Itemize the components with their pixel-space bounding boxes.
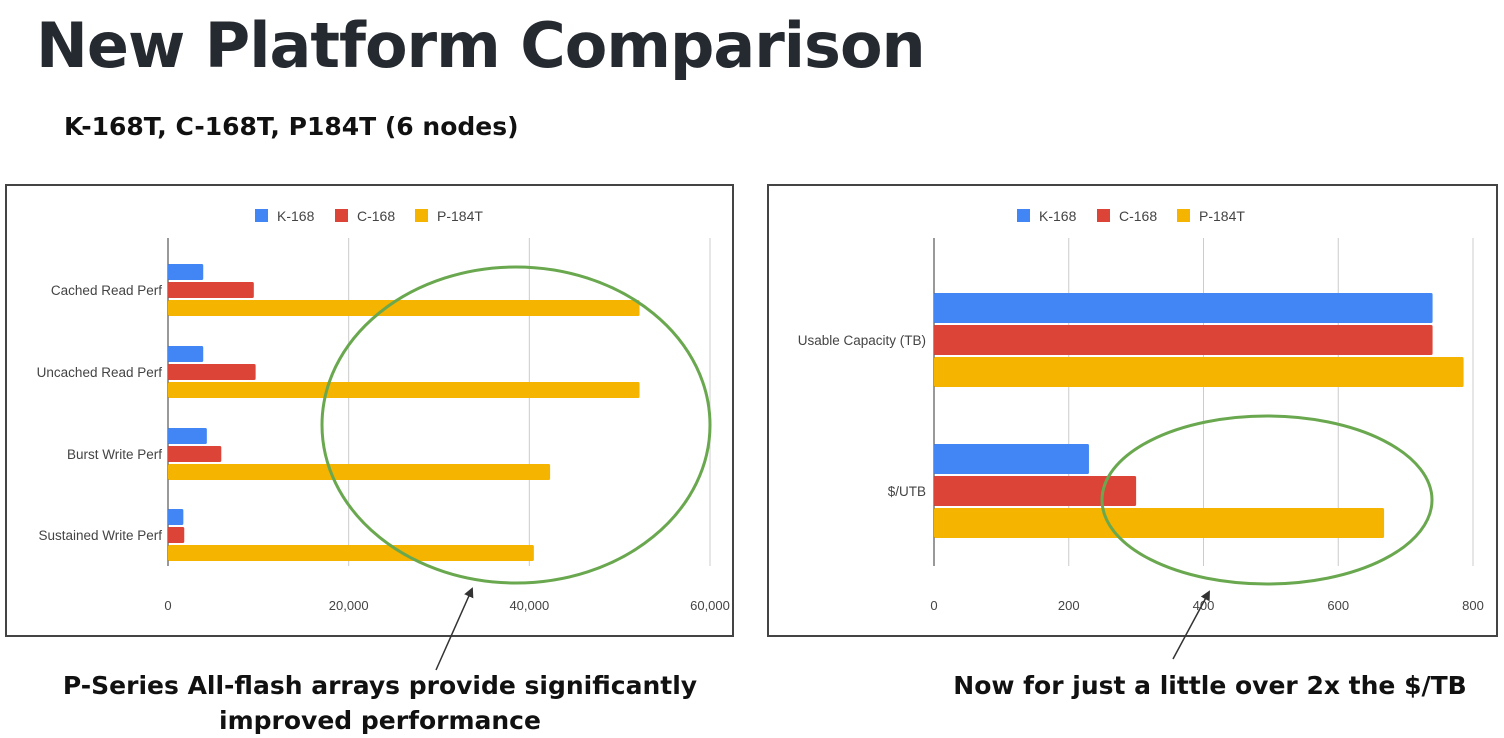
x-tick-label: 0: [930, 598, 937, 613]
legend-swatch-p-184t: [415, 209, 428, 222]
bar-k-168: [168, 428, 207, 444]
bar-p-184t: [168, 464, 551, 480]
legend-label-k-168: K-168: [277, 208, 315, 224]
bar-p-184t: [934, 357, 1464, 387]
legend-label-p-184t: P-184T: [437, 208, 483, 224]
bar-p-184t: [934, 508, 1385, 538]
legend-swatch-k-168: [255, 209, 268, 222]
category-label: Usable Capacity (TB): [798, 333, 926, 348]
legend-swatch-c-168: [335, 209, 348, 222]
cost-callout: Now for just a little over 2x the $/TB: [953, 671, 1467, 700]
performance-chart: K-168 C-168 P-184T 0 20,000 40,000 60,000 Cache…: [5, 184, 734, 637]
bar-p-184t: [168, 382, 640, 398]
category-label: Sustained Write Perf: [38, 528, 162, 543]
x-tick-label: 60,000: [690, 598, 730, 613]
legend-label-c-168: C-168: [357, 208, 395, 224]
legend-swatch-k-168: [1017, 209, 1030, 222]
category-label: Uncached Read Perf: [37, 365, 163, 380]
category-label: $/UTB: [888, 484, 926, 499]
bar-p-184t: [168, 300, 640, 316]
page-subtitle: K-168T, C-168T, P184T (6 nodes): [64, 112, 519, 141]
legend-label-k-168: K-168: [1039, 208, 1077, 224]
page-title: New Platform Comparison: [36, 9, 926, 82]
category-label: Burst Write Perf: [67, 447, 162, 462]
bar-k-168: [168, 509, 184, 525]
legend-label-c-168: C-168: [1119, 208, 1157, 224]
bar-c-168: [168, 364, 256, 380]
bar-k-168: [934, 444, 1089, 474]
category-label: Cached Read Perf: [51, 283, 162, 298]
x-tick-label: 800: [1462, 598, 1484, 613]
x-tick-label: 200: [1058, 598, 1080, 613]
bar-k-168: [168, 264, 204, 280]
x-tick-label: 20,000: [329, 598, 369, 613]
legend-swatch-p-184t: [1177, 209, 1190, 222]
bar-p-184t: [168, 545, 534, 561]
x-tick-label: 400: [1193, 598, 1215, 613]
capacity-cost-chart: K-168 C-168 P-184T 0 200 400 600 800 Usable Capa…: [767, 184, 1498, 637]
bar-c-168: [168, 527, 185, 543]
bar-c-168: [934, 325, 1433, 355]
performance-chart-svg: K-168 C-168 P-184T 0 20,000 40,000 60,000 Cache…: [37, 208, 730, 613]
x-tick-label: 600: [1327, 598, 1349, 613]
x-tick-label: 0: [164, 598, 171, 613]
bar-k-168: [168, 346, 204, 362]
capacity-cost-chart-svg: K-168 C-168 P-184T 0 200 400 600 800 Usable Capa…: [798, 208, 1484, 613]
bar-c-168: [934, 476, 1137, 506]
bar-k-168: [934, 293, 1433, 323]
legend-label-p-184t: P-184T: [1199, 208, 1245, 224]
bar-c-168: [168, 446, 222, 462]
legend-swatch-c-168: [1097, 209, 1110, 222]
bar-c-168: [168, 282, 254, 298]
x-tick-label: 40,000: [509, 598, 549, 613]
performance-callout: P-Series All-flash arrays provide signif…: [62, 671, 698, 735]
